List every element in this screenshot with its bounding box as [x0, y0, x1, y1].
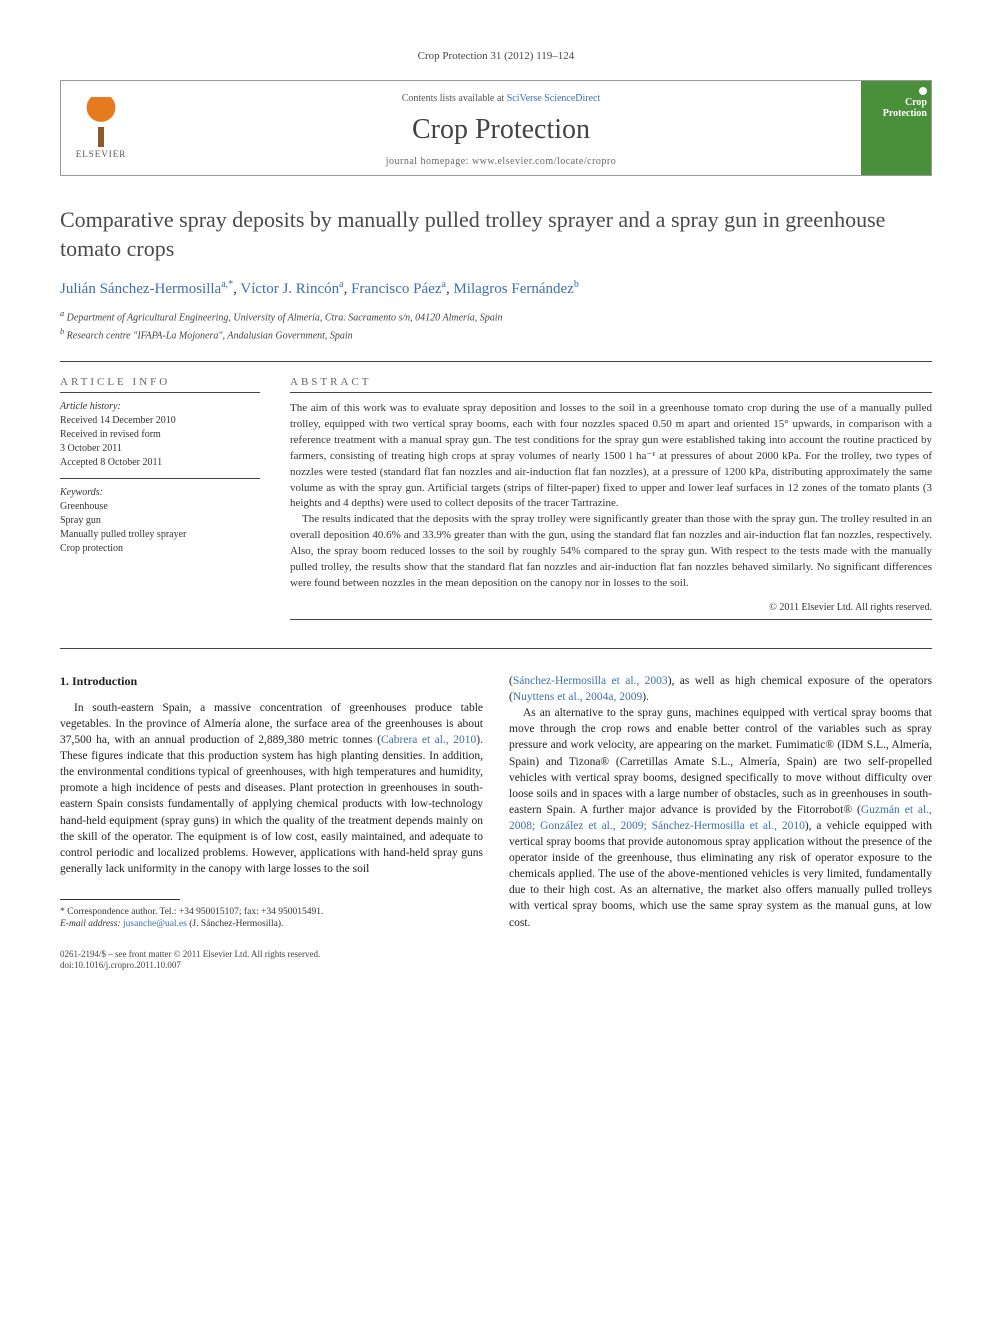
abstract-p1: The aim of this work was to evaluate spr…: [290, 401, 932, 513]
homepage-url[interactable]: www.elsevier.com/locate/cropro: [472, 156, 616, 167]
cite-sanchez-2003[interactable]: Sánchez-Hermosilla et al., 2003: [513, 675, 668, 687]
abstract-header: ABSTRACT: [290, 376, 932, 388]
article-info-block: ARTICLE INFO Article history: Received 1…: [60, 376, 260, 620]
divider: [60, 361, 932, 362]
author-4-sup: b: [574, 279, 579, 290]
keyword-2: Spray gun: [60, 514, 260, 528]
keywords-label: Keywords:: [60, 487, 260, 498]
intro-p1-b: ). These figures indicate that this prod…: [60, 734, 483, 875]
author-1-sup: a,*: [221, 279, 233, 290]
affiliation-b: b Research centre "IFAPA-La Mojonera", A…: [60, 326, 932, 343]
journal-reference: Crop Protection 31 (2012) 119–124: [60, 50, 932, 62]
keyword-1: Greenhouse: [60, 500, 260, 514]
email-label: E-mail address:: [60, 919, 123, 929]
elsevier-tree-icon: [76, 97, 126, 147]
cite-cabrera[interactable]: Cabrera et al., 2010: [381, 734, 476, 746]
page-container: Crop Protection 31 (2012) 119–124 ELSEVI…: [0, 0, 992, 1012]
email-suffix: (J. Sánchez-Hermosilla).: [187, 919, 284, 929]
body-columns: 1. Introduction In south-eastern Spain, …: [60, 673, 932, 972]
author-2-sup: a: [339, 279, 343, 290]
intro-p2: As an alternative to the spray guns, mac…: [509, 705, 932, 930]
history-label: Article history:: [60, 401, 260, 412]
article-info-header: ARTICLE INFO: [60, 376, 260, 388]
intro-p2-b: ), a vehicle equipped with vertical spra…: [509, 820, 932, 929]
author-2[interactable]: Víctor J. Rincón: [240, 281, 339, 297]
journal-name: Crop Protection: [141, 114, 861, 146]
intro-cont-c: ).: [642, 691, 649, 703]
journal-cover-thumbnail: Crop Protection: [861, 81, 931, 175]
abstract-text: The aim of this work was to evaluate spr…: [290, 401, 932, 592]
history-revised-1: Received in revised form: [60, 428, 260, 442]
cover-dot-icon: [919, 87, 927, 95]
footer-doi: doi:10.1016/j.cropro.2011.10.007: [60, 960, 483, 972]
intro-p1: In south-eastern Spain, a massive concen…: [60, 700, 483, 877]
elsevier-label: ELSEVIER: [76, 149, 127, 159]
full-rule: [60, 648, 932, 649]
cover-title: Crop Protection: [865, 97, 927, 119]
info-rule: [60, 392, 260, 393]
info-abstract-row: ARTICLE INFO Article history: Received 1…: [60, 376, 932, 620]
footer-issn: 0261-2194/$ – see front matter © 2011 El…: [60, 949, 483, 961]
affiliation-a-text: Department of Agricultural Engineering, …: [67, 313, 503, 324]
footer-block: 0261-2194/$ – see front matter © 2011 El…: [60, 949, 483, 972]
abstract-bottom-rule: [290, 619, 932, 620]
cite-nuyttens[interactable]: Nuyttens et al., 2004a, 2009: [513, 691, 642, 703]
column-left: 1. Introduction In south-eastern Spain, …: [60, 673, 483, 972]
affiliation-b-text: Research centre "IFAPA-La Mojonera", And…: [67, 330, 353, 341]
abstract-block: ABSTRACT The aim of this work was to eva…: [290, 376, 932, 620]
sciencedirect-link[interactable]: SciVerse ScienceDirect: [507, 93, 601, 104]
history-accepted: Accepted 8 October 2011: [60, 456, 260, 470]
author-1[interactable]: Julián Sánchez-Hermosilla: [60, 281, 221, 297]
keyword-3: Manually pulled trolley sprayer: [60, 528, 260, 542]
column-right: (Sánchez-Hermosilla et al., 2003), as we…: [509, 673, 932, 972]
contents-line: Contents lists available at SciVerse Sci…: [141, 93, 861, 104]
email-link[interactable]: jusanche@ual.es: [123, 919, 187, 929]
homepage-prefix: journal homepage:: [386, 156, 472, 167]
contents-prefix: Contents lists available at: [402, 93, 507, 104]
affiliation-a: a Department of Agricultural Engineering…: [60, 308, 932, 325]
history-revised-2: 3 October 2011: [60, 442, 260, 456]
intro-p1-continued: (Sánchez-Hermosilla et al., 2003), as we…: [509, 673, 932, 705]
elsevier-logo: ELSEVIER: [61, 81, 141, 175]
abstract-copyright: © 2011 Elsevier Ltd. All rights reserved…: [290, 602, 932, 613]
correspondence-footnote: * Correspondence author. Tel.: +34 95001…: [60, 906, 483, 918]
article-title: Comparative spray deposits by manually p…: [60, 206, 932, 263]
email-footnote: E-mail address: jusanche@ual.es (J. Sánc…: [60, 918, 483, 930]
author-3[interactable]: Francisco Páez: [351, 281, 441, 297]
author-4[interactable]: Milagros Fernández: [453, 281, 573, 297]
info-rule-2: [60, 478, 260, 479]
header-center: Contents lists available at SciVerse Sci…: [141, 81, 861, 175]
intro-p2-a: As an alternative to the spray guns, mac…: [509, 707, 932, 816]
section-1-heading: 1. Introduction: [60, 673, 483, 690]
abstract-p2: The results indicated that the deposits …: [290, 512, 932, 592]
author-3-sup: a: [441, 279, 445, 290]
keyword-4: Crop protection: [60, 542, 260, 556]
history-received: Received 14 December 2010: [60, 414, 260, 428]
journal-header: ELSEVIER Contents lists available at Sci…: [60, 80, 932, 176]
authors-line: Julián Sánchez-Hermosillaa,*, Víctor J. …: [60, 279, 932, 298]
footnote-rule: [60, 899, 180, 900]
abstract-rule: [290, 392, 932, 393]
homepage-line: journal homepage: www.elsevier.com/locat…: [141, 156, 861, 167]
